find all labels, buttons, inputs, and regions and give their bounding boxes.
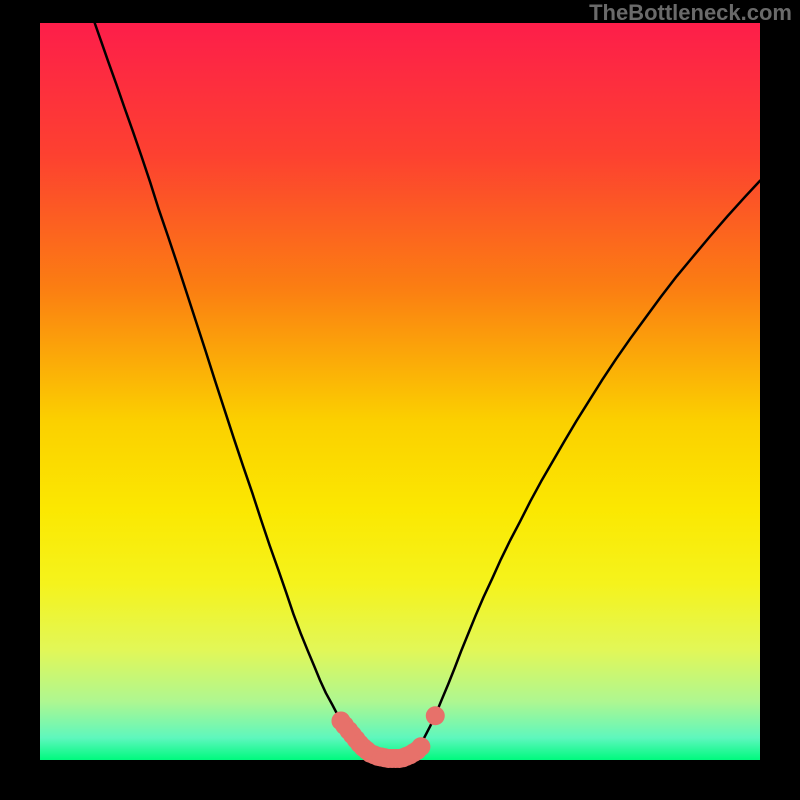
- watermark-text: TheBottleneck.com: [589, 0, 792, 26]
- plot-background: [40, 23, 760, 760]
- range-dot: [411, 737, 430, 756]
- range-dot: [426, 706, 445, 725]
- bottleneck-chart: [0, 0, 800, 800]
- chart-container: TheBottleneck.com: [0, 0, 800, 800]
